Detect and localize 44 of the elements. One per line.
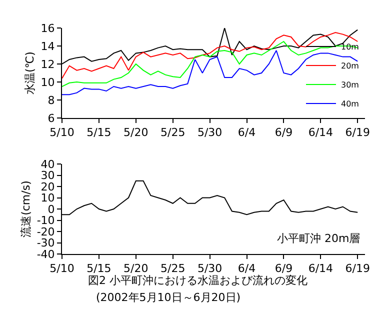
x-tick-label: 5/25	[160, 126, 186, 140]
y-tick-label: 30	[40, 169, 55, 182]
y-tick-label: 14	[40, 40, 55, 53]
y-tick-label: 40	[40, 158, 55, 171]
line-series	[62, 41, 358, 87]
x-tick-label: 5/20	[124, 126, 148, 140]
legend-label: 20m	[341, 62, 360, 71]
y-tick-label: 10	[40, 192, 55, 205]
x-tick-label: 5/20	[124, 262, 148, 276]
legend-label: 40m	[341, 100, 360, 109]
x-tick-label: 6/4	[238, 126, 256, 140]
y-tick-label: 6	[48, 112, 55, 125]
x-tick-label: 6/14	[308, 262, 334, 276]
x-tick-label: 5/10	[50, 262, 74, 276]
y-tick-label: -40	[36, 248, 55, 261]
y-tick-label: -10	[36, 214, 55, 228]
annotation: 小平町沖 20m層	[277, 232, 360, 245]
y-tick-label: 12	[40, 58, 55, 71]
y-tick-label: 10	[40, 76, 55, 89]
y-axis-title: 水温(℃)	[23, 52, 36, 94]
x-tick-label: 5/15	[86, 262, 112, 276]
x-tick-label: 6/14	[308, 126, 334, 140]
text: (2002年5月10日～6月20日)	[96, 291, 241, 304]
y-tick-label: 8	[48, 94, 55, 107]
x-tick-label: 5/15	[86, 126, 112, 140]
x-tick-label: 5/30	[197, 262, 222, 276]
x-tick-label: 6/19	[345, 262, 370, 276]
y-tick-label: -30	[36, 236, 55, 250]
x-tick-label: 5/25	[160, 262, 186, 276]
x-tick-label: 6/9	[274, 126, 293, 140]
x-tick-label: 5/10	[50, 126, 74, 140]
line-series	[62, 50, 358, 96]
x-tick-label: 6/19	[345, 126, 370, 140]
line-series	[62, 32, 358, 79]
y-tick-label: -20	[36, 225, 55, 238]
y-tick-label: 0	[48, 202, 55, 216]
y-tick-label: 20	[40, 180, 55, 194]
y-axis-title: 流速(cm/s)	[19, 180, 32, 238]
text: 図2 小平町沖における水温および流れの変化	[88, 274, 308, 287]
x-tick-label: 5/30	[197, 126, 222, 140]
x-tick-label: 6/9	[274, 262, 293, 276]
x-tick-label: 6/4	[238, 262, 256, 276]
y-tick-label: 16	[40, 22, 55, 35]
legend-label: 30m	[341, 80, 360, 90]
